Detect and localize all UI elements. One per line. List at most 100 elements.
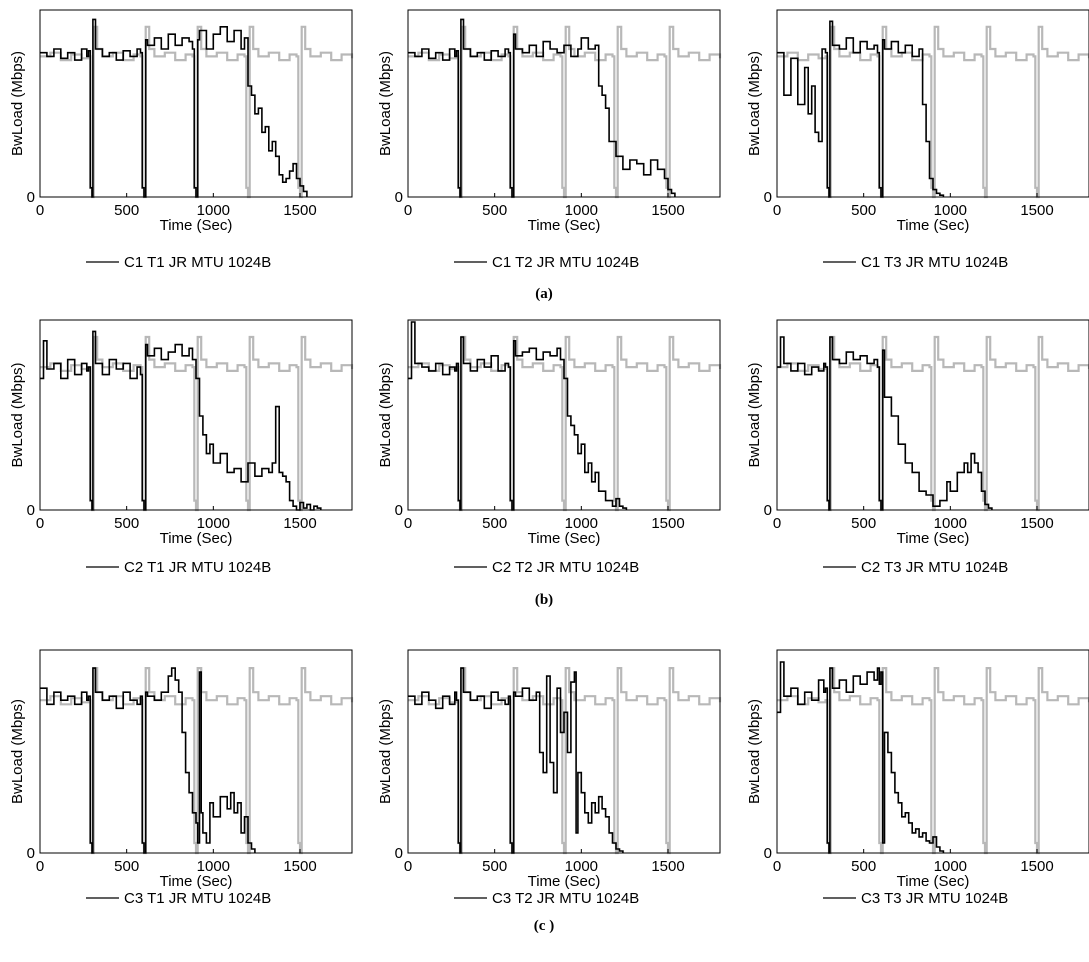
chart-panel-8: 0 500 1000 1500 0 Time (Sec) BwLoad (Mbps) C3 T… bbox=[377, 649, 722, 907]
x-tick-label: 1000 bbox=[197, 515, 230, 532]
x-tick-label: 0 bbox=[404, 515, 412, 532]
y-axis-title: BwLoad (Mbps) bbox=[377, 362, 394, 467]
test-series-line bbox=[40, 330, 322, 511]
x-tick-label: 1000 bbox=[565, 202, 598, 219]
chart-panel-9: 0 500 1000 1500 0 Time (Sec) BwLoad (Mbps) C3 T… bbox=[746, 649, 1089, 907]
test-series-line bbox=[408, 321, 628, 511]
x-tick-label: 500 bbox=[114, 858, 139, 875]
y-tick-label: 0 bbox=[764, 845, 772, 862]
x-tick-label: 1000 bbox=[565, 858, 598, 875]
test-series-line bbox=[408, 667, 624, 854]
caption-c: (c ) bbox=[533, 918, 555, 934]
x-tick-label: 0 bbox=[773, 858, 781, 875]
test-series-line bbox=[777, 20, 945, 198]
x-axis-title: Time (Sec) bbox=[528, 530, 601, 547]
y-axis-title: BwLoad (Mbps) bbox=[9, 699, 26, 804]
chart-panel-7: 0 500 1000 1500 0 Time (Sec) BwLoad (Mbps) C3 T… bbox=[9, 649, 354, 907]
x-tick-label: 1500 bbox=[1020, 515, 1053, 532]
legend-label: C3 T2 JR MTU 1024B bbox=[492, 890, 639, 907]
x-tick-label: 1000 bbox=[197, 202, 230, 219]
legend-label: C3 T3 JR MTU 1024B bbox=[861, 890, 1008, 907]
x-tick-label: 500 bbox=[482, 515, 507, 532]
x-axis-title: Time (Sec) bbox=[897, 217, 970, 234]
chart-panel-1: 0 500 1000 1500 0 Time (Sec) BwLoad (Mbps) C1 T… bbox=[9, 9, 354, 271]
y-tick-label: 0 bbox=[764, 502, 772, 519]
plot-frame bbox=[39, 9, 353, 198]
x-tick-label: 1500 bbox=[651, 202, 684, 219]
x-tick-label: 1500 bbox=[651, 515, 684, 532]
x-tick-label: 0 bbox=[773, 515, 781, 532]
plot-frame bbox=[39, 649, 353, 854]
x-tick-label: 0 bbox=[36, 858, 44, 875]
caption-a: (a) bbox=[535, 286, 553, 302]
legend-label: C2 T2 JR MTU 1024B bbox=[492, 559, 639, 576]
test-series-line bbox=[40, 667, 256, 854]
plot-frame bbox=[776, 319, 1089, 511]
y-tick-label: 0 bbox=[395, 502, 403, 519]
chart-panel-4: 0 500 1000 1500 0 Time (Sec) BwLoad (Mbps) C2 T… bbox=[9, 319, 354, 576]
y-axis-title: BwLoad (Mbps) bbox=[746, 362, 763, 467]
x-axis-title: Time (Sec) bbox=[897, 530, 970, 547]
x-axis-title: Time (Sec) bbox=[897, 873, 970, 890]
x-axis-title: Time (Sec) bbox=[160, 530, 233, 547]
x-tick-label: 1500 bbox=[283, 858, 316, 875]
chart-panel-6: 0 500 1000 1500 0 Time (Sec) BwLoad (Mbps) C2 T… bbox=[746, 319, 1089, 576]
x-tick-label: 0 bbox=[36, 515, 44, 532]
caption-b: (b) bbox=[534, 592, 554, 608]
x-tick-label: 1500 bbox=[651, 858, 684, 875]
y-axis-title: BwLoad (Mbps) bbox=[9, 51, 26, 156]
legend-label: C2 T3 JR MTU 1024B bbox=[861, 559, 1008, 576]
legend-label: C2 T1 JR MTU 1024B bbox=[124, 559, 271, 576]
x-tick-label: 1000 bbox=[934, 202, 967, 219]
x-tick-label: 0 bbox=[36, 202, 44, 219]
plot-frame bbox=[407, 649, 721, 854]
x-tick-label: 0 bbox=[773, 202, 781, 219]
legend-label: C3 T1 JR MTU 1024B bbox=[124, 890, 271, 907]
y-axis-title: BwLoad (Mbps) bbox=[746, 51, 763, 156]
plot-frame bbox=[407, 319, 721, 511]
test-series-line bbox=[40, 18, 308, 198]
x-tick-label: 500 bbox=[851, 202, 876, 219]
x-axis-title: Time (Sec) bbox=[160, 217, 233, 234]
chart-panel-5: 0 500 1000 1500 0 Time (Sec) BwLoad (Mbps) C2 T… bbox=[377, 319, 722, 576]
reference-series-line bbox=[777, 25, 1089, 199]
x-tick-label: 1500 bbox=[283, 515, 316, 532]
legend-label: C1 T2 JR MTU 1024B bbox=[492, 254, 639, 271]
reference-series-line bbox=[777, 667, 1089, 855]
y-axis-title: BwLoad (Mbps) bbox=[377, 51, 394, 156]
x-tick-label: 500 bbox=[482, 858, 507, 875]
y-tick-label: 0 bbox=[764, 189, 772, 206]
y-tick-label: 0 bbox=[27, 845, 35, 862]
x-tick-label: 500 bbox=[851, 515, 876, 532]
x-tick-label: 500 bbox=[114, 515, 139, 532]
x-tick-label: 500 bbox=[482, 202, 507, 219]
y-axis-title: BwLoad (Mbps) bbox=[746, 699, 763, 804]
x-tick-label: 0 bbox=[404, 858, 412, 875]
x-tick-label: 500 bbox=[114, 202, 139, 219]
y-tick-label: 0 bbox=[395, 845, 403, 862]
chart-panel-2: 0 500 1000 1500 0 Time (Sec) BwLoad (Mbps) C1 T… bbox=[377, 9, 722, 271]
x-tick-label: 1000 bbox=[565, 515, 598, 532]
y-axis-title: BwLoad (Mbps) bbox=[377, 699, 394, 804]
y-axis-title: BwLoad (Mbps) bbox=[9, 362, 26, 467]
x-tick-label: 500 bbox=[851, 858, 876, 875]
x-tick-label: 1000 bbox=[197, 858, 230, 875]
legend-label: C1 T1 JR MTU 1024B bbox=[124, 254, 271, 271]
x-tick-label: 0 bbox=[404, 202, 412, 219]
chart-panel-3: 0 500 1000 1500 0 Time (Sec) BwLoad (Mbps) C1 T… bbox=[746, 9, 1089, 271]
test-series-line bbox=[777, 661, 945, 854]
x-axis-title: Time (Sec) bbox=[528, 217, 601, 234]
plot-frame bbox=[407, 9, 721, 198]
x-tick-label: 1000 bbox=[934, 858, 967, 875]
x-tick-label: 1500 bbox=[1020, 202, 1053, 219]
x-axis-title: Time (Sec) bbox=[528, 873, 601, 890]
x-tick-label: 1500 bbox=[283, 202, 316, 219]
y-tick-label: 0 bbox=[27, 502, 35, 519]
y-tick-label: 0 bbox=[395, 189, 403, 206]
y-tick-label: 0 bbox=[27, 189, 35, 206]
plot-frame bbox=[776, 9, 1089, 198]
x-tick-label: 1500 bbox=[1020, 858, 1053, 875]
plot-frame bbox=[39, 319, 353, 511]
